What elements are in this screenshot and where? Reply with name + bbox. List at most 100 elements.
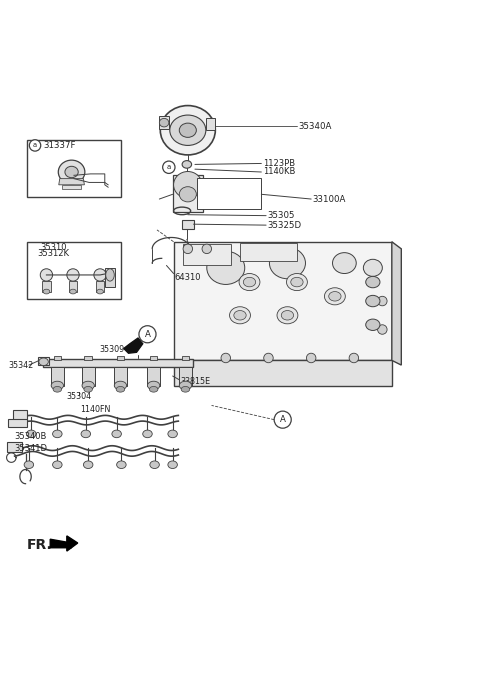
Ellipse shape	[234, 311, 246, 320]
Text: 1140KB: 1140KB	[263, 167, 295, 176]
Ellipse shape	[207, 252, 245, 285]
Ellipse shape	[82, 381, 95, 390]
Bar	[183, 244, 230, 266]
Ellipse shape	[84, 386, 93, 392]
Ellipse shape	[281, 311, 294, 320]
Ellipse shape	[149, 386, 158, 392]
Circle shape	[139, 325, 156, 343]
Polygon shape	[159, 116, 169, 129]
Text: 35325D: 35325D	[267, 220, 301, 230]
Bar	[173, 176, 204, 212]
Polygon shape	[43, 359, 192, 367]
Bar	[51, 367, 64, 386]
Text: 31337F: 31337F	[43, 141, 76, 150]
Ellipse shape	[366, 319, 380, 330]
Circle shape	[40, 268, 53, 281]
Bar	[150, 355, 157, 360]
Text: 33100A: 33100A	[312, 195, 346, 203]
Polygon shape	[59, 178, 84, 185]
Ellipse shape	[143, 430, 152, 438]
Ellipse shape	[179, 123, 196, 138]
Ellipse shape	[324, 287, 345, 305]
Ellipse shape	[269, 247, 305, 279]
Text: 35304: 35304	[66, 393, 91, 401]
Ellipse shape	[168, 461, 178, 468]
Ellipse shape	[366, 277, 380, 287]
Text: 35341D: 35341D	[14, 443, 48, 453]
Bar	[147, 367, 160, 386]
Bar	[114, 367, 127, 386]
Text: 1123PB: 1123PB	[263, 159, 295, 168]
Polygon shape	[124, 338, 143, 353]
Ellipse shape	[160, 106, 216, 155]
Ellipse shape	[170, 115, 206, 145]
Bar	[38, 357, 49, 365]
Ellipse shape	[229, 306, 251, 324]
Ellipse shape	[53, 461, 62, 468]
Ellipse shape	[39, 358, 48, 365]
Circle shape	[67, 268, 79, 281]
Ellipse shape	[58, 160, 85, 184]
Ellipse shape	[179, 381, 192, 390]
Circle shape	[221, 353, 230, 363]
Ellipse shape	[112, 430, 121, 438]
Ellipse shape	[287, 273, 307, 291]
Ellipse shape	[243, 277, 256, 287]
Polygon shape	[206, 119, 216, 130]
Ellipse shape	[106, 268, 114, 281]
Ellipse shape	[179, 186, 196, 202]
Circle shape	[202, 244, 212, 254]
Ellipse shape	[65, 166, 78, 178]
Circle shape	[264, 353, 273, 363]
Bar	[82, 367, 95, 386]
Polygon shape	[13, 410, 26, 420]
Ellipse shape	[81, 430, 91, 438]
Ellipse shape	[117, 461, 126, 468]
Bar	[182, 220, 193, 229]
Text: 35342: 35342	[9, 361, 34, 370]
Circle shape	[274, 411, 291, 428]
Ellipse shape	[43, 290, 50, 294]
Text: 35309: 35309	[99, 345, 124, 355]
Circle shape	[378, 296, 387, 306]
Ellipse shape	[147, 381, 160, 390]
Ellipse shape	[182, 161, 192, 168]
Bar	[105, 268, 115, 287]
Polygon shape	[62, 185, 81, 188]
Ellipse shape	[329, 292, 341, 301]
Circle shape	[378, 325, 387, 334]
Circle shape	[183, 244, 192, 254]
Ellipse shape	[174, 172, 202, 198]
Bar	[54, 355, 61, 360]
Circle shape	[94, 268, 106, 281]
Ellipse shape	[168, 430, 178, 438]
Ellipse shape	[114, 381, 127, 390]
Bar	[181, 355, 189, 360]
Ellipse shape	[51, 381, 63, 390]
Ellipse shape	[116, 386, 125, 392]
Ellipse shape	[53, 386, 61, 392]
Text: 35340B: 35340B	[14, 433, 47, 441]
Polygon shape	[7, 443, 22, 452]
Text: 35310: 35310	[41, 243, 67, 252]
Text: a: a	[167, 164, 171, 170]
Circle shape	[29, 140, 41, 151]
Text: A: A	[144, 330, 150, 339]
Ellipse shape	[26, 430, 36, 438]
Text: FR.: FR.	[26, 538, 52, 553]
Text: a: a	[33, 142, 37, 148]
Text: A: A	[280, 415, 286, 424]
Polygon shape	[67, 536, 78, 551]
Ellipse shape	[277, 306, 298, 324]
Ellipse shape	[150, 461, 159, 468]
Circle shape	[306, 353, 316, 363]
Ellipse shape	[333, 253, 356, 273]
Ellipse shape	[239, 273, 260, 291]
Bar	[26, 242, 121, 299]
Text: 35340A: 35340A	[299, 122, 332, 131]
Ellipse shape	[96, 290, 103, 294]
Bar	[117, 355, 124, 360]
Bar	[240, 243, 297, 261]
Polygon shape	[392, 242, 401, 365]
Ellipse shape	[366, 296, 380, 306]
